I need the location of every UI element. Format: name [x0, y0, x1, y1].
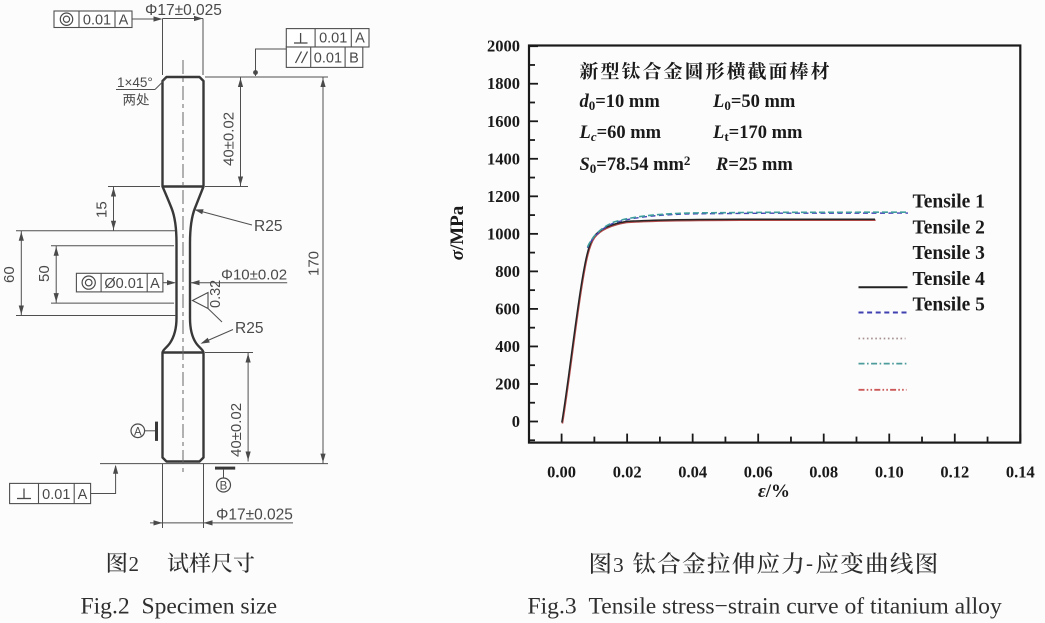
svg-text:R25: R25	[254, 218, 282, 235]
svg-text:Tensile 2: Tensile 2	[913, 218, 985, 239]
svg-text:1000: 1000	[487, 224, 520, 243]
svg-text:d0=10 mm: d0=10 mm	[580, 92, 661, 113]
svg-text:A: A	[134, 426, 142, 438]
svg-text:170: 170	[306, 251, 323, 276]
svg-text:A: A	[150, 276, 160, 292]
svg-text:Φ17±0.025: Φ17±0.025	[216, 507, 293, 524]
svg-text:0.10: 0.10	[875, 463, 904, 482]
svg-text:1800: 1800	[487, 74, 520, 93]
svg-text:0.01: 0.01	[42, 487, 70, 503]
svg-text:2000: 2000	[487, 37, 520, 56]
svg-text:L0=50 mm: L0=50 mm	[712, 92, 796, 113]
svg-text:600: 600	[495, 299, 520, 318]
svg-text:50: 50	[36, 265, 53, 282]
svg-text:Tensile 1: Tensile 1	[913, 192, 985, 213]
svg-text:60: 60	[1, 266, 18, 283]
svg-text:3: 3	[613, 553, 624, 577]
svg-text:A: A	[355, 31, 365, 47]
svg-text:40±0.02: 40±0.02	[221, 112, 238, 166]
svg-text:B: B	[220, 481, 228, 493]
svg-text:ε/%: ε/%	[758, 481, 790, 502]
svg-text:1400: 1400	[487, 149, 520, 168]
svg-text:1600: 1600	[487, 112, 520, 131]
svg-text:S0=78.54 mm2: S0=78.54 mm2	[580, 153, 691, 176]
svg-text:0.06: 0.06	[744, 463, 773, 482]
svg-text:A: A	[78, 487, 88, 503]
svg-text:1×45°: 1×45°	[117, 75, 153, 90]
svg-text:0.04: 0.04	[678, 463, 707, 482]
svg-text:Φ10±0.02: Φ10±0.02	[221, 267, 287, 284]
svg-text:0: 0	[512, 412, 520, 431]
svg-text:Tensile 3: Tensile 3	[913, 243, 986, 264]
svg-text:σ/MPa: σ/MPa	[447, 205, 468, 260]
svg-text:200: 200	[495, 374, 520, 393]
svg-text:1200: 1200	[487, 187, 520, 206]
svg-text:Tensile 4: Tensile 4	[913, 269, 986, 290]
svg-text:Tensile 5: Tensile 5	[913, 295, 986, 316]
svg-text:0.08: 0.08	[809, 463, 838, 482]
svg-text:2: 2	[129, 552, 140, 576]
svg-text:0.12: 0.12	[940, 463, 969, 482]
svg-text:-: -	[806, 551, 813, 575]
svg-text:800: 800	[495, 262, 520, 281]
svg-text:Fig.2 Specimen size: Fig.2 Specimen size	[81, 594, 278, 620]
svg-text:Ø0.01: Ø0.01	[104, 276, 144, 292]
svg-text:Lc=60 mm: Lc=60 mm	[579, 123, 662, 144]
svg-text:R25: R25	[235, 320, 263, 337]
svg-text:0.14: 0.14	[1006, 463, 1035, 482]
svg-text:A: A	[119, 13, 129, 29]
svg-text:R=25 mm: R=25 mm	[715, 155, 793, 175]
svg-text:Fig.3 Tensile stress−strain c: Fig.3 Tensile stress−strain curve of tit…	[528, 594, 1002, 620]
svg-text:15: 15	[94, 201, 111, 218]
svg-text:0.32: 0.32	[208, 280, 224, 308]
svg-text:Φ17±0.025: Φ17±0.025	[145, 2, 222, 19]
svg-text:0.01: 0.01	[314, 51, 342, 67]
svg-text:0.00: 0.00	[547, 463, 576, 482]
svg-text:0.01: 0.01	[83, 13, 111, 29]
svg-text:400: 400	[495, 337, 520, 356]
svg-text:40±0.02: 40±0.02	[228, 403, 245, 457]
svg-text:Lt=170 mm: Lt=170 mm	[712, 123, 803, 144]
svg-text:0.01: 0.01	[319, 31, 347, 47]
svg-text:0.02: 0.02	[613, 463, 642, 482]
svg-text:B: B	[349, 51, 359, 67]
